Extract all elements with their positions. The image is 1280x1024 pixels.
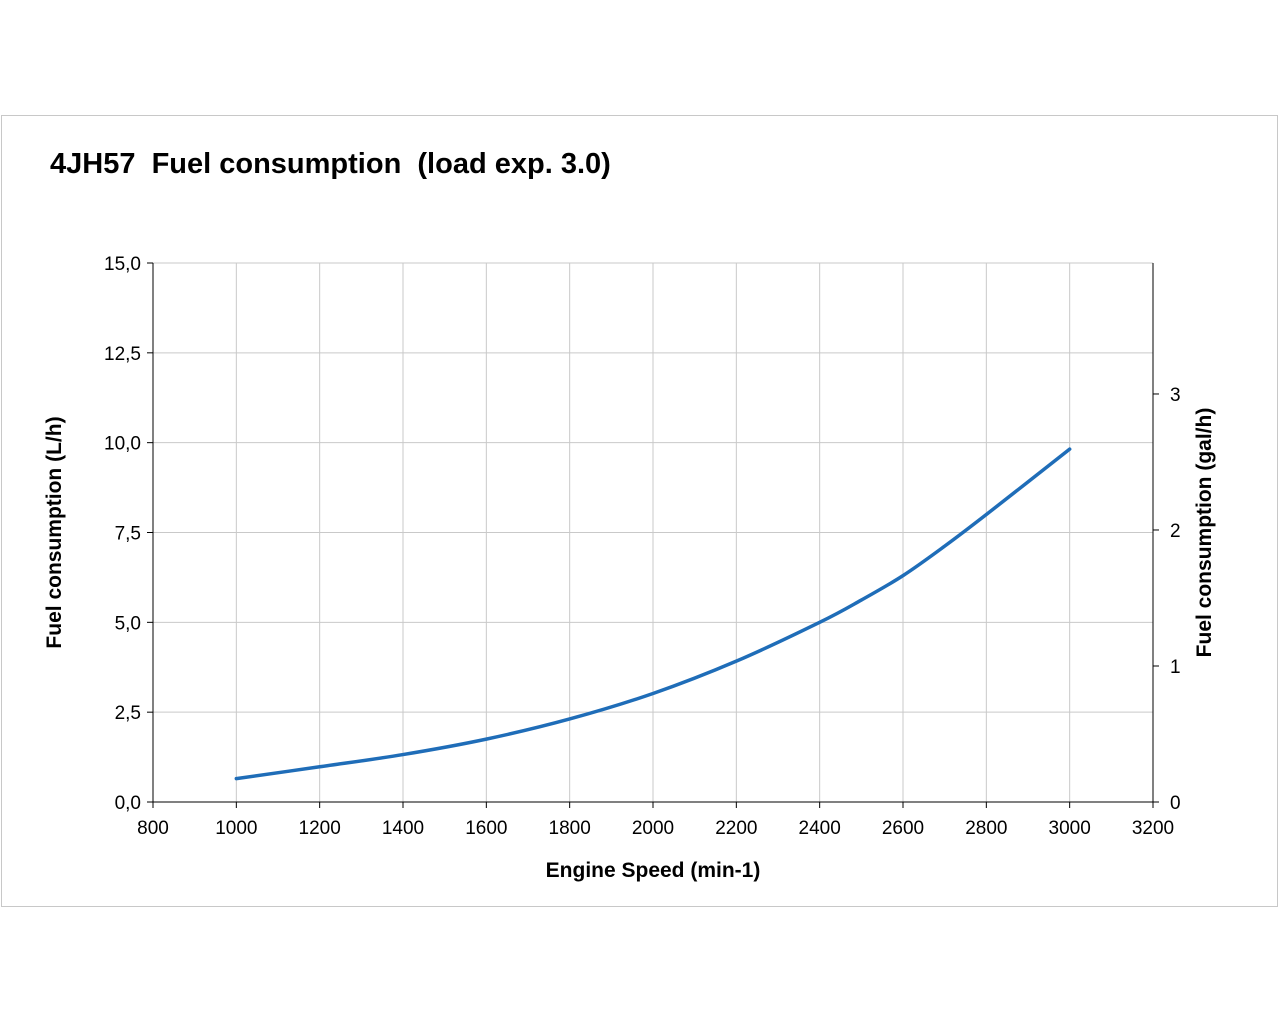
y-tick-label: 2,5	[115, 703, 141, 724]
x-tick-label: 2800	[965, 818, 1007, 839]
x-tick-label: 1800	[549, 818, 591, 839]
x-tick-label: 3200	[1132, 818, 1174, 839]
y-tick-label: 5,0	[115, 613, 141, 634]
y2-tick-label: 2	[1170, 521, 1181, 542]
x-tick-label: 2400	[799, 818, 841, 839]
x-tick-label: 2600	[882, 818, 924, 839]
y2-axis-title: Fuel consumption (gal/h)	[1193, 408, 1216, 658]
x-tick-label: 1000	[215, 818, 257, 839]
y-tick-label: 10,0	[104, 434, 141, 455]
series-line-fuel-consumption	[234, 447, 1072, 781]
y-tick-label: 0,0	[115, 793, 141, 814]
y-tick-label: 12,5	[104, 344, 141, 365]
y2-tick-label: 0	[1170, 793, 1181, 814]
x-tick-label: 800	[137, 818, 169, 839]
x-tick-label: 2000	[632, 818, 674, 839]
x-axis-title: Engine Speed (min-1)	[546, 859, 761, 882]
y-tick-label: 7,5	[115, 524, 141, 545]
x-tick-label: 2200	[715, 818, 757, 839]
y2-tick-label: 3	[1170, 385, 1181, 406]
x-tick-label: 1600	[465, 818, 507, 839]
y2-tick-label: 1	[1170, 657, 1181, 678]
y-tick-label: 15,0	[104, 254, 141, 275]
chart-frame	[1, 115, 1278, 907]
y-axis-title: Fuel consumption (L/h)	[43, 416, 66, 648]
x-tick-label: 1400	[382, 818, 424, 839]
chart-title: 4JH57 Fuel consumption (load exp. 3.0)	[50, 148, 611, 180]
x-tick-label: 3000	[1049, 818, 1091, 839]
x-tick-label: 1200	[299, 818, 341, 839]
